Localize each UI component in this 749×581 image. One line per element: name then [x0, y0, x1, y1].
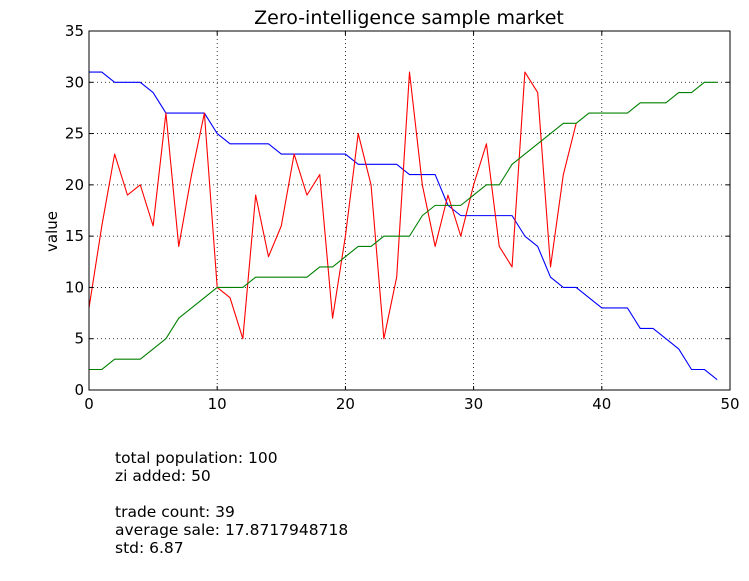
- y-tick-label: 15: [65, 227, 84, 245]
- x-tick-label: 50: [720, 395, 739, 413]
- total-population-text: total population: 100: [115, 449, 278, 467]
- y-tick-label: 30: [65, 73, 84, 91]
- y-tick-label: 20: [65, 176, 84, 194]
- y-tick-label: 35: [65, 22, 84, 40]
- y-axis-label: value: [43, 211, 61, 252]
- axis-ticks: 0 10 20 30 40 50 0 5 10 15 20 25 30 35: [65, 22, 740, 413]
- y-tick-label: 0: [74, 381, 84, 399]
- y-tick-label: 5: [74, 330, 84, 348]
- plot-frame: [88, 30, 731, 391]
- trade-count-text: trade count: 39: [115, 503, 235, 521]
- series-lines: [88, 71, 718, 381]
- y-tick-label: 10: [65, 278, 84, 296]
- series-line-2: [88, 71, 577, 340]
- x-tick-label: 30: [464, 395, 483, 413]
- market-chart: Zero-intelligence sample market 0 10 20 30 4…: [43, 7, 740, 413]
- chart-title: Zero-intelligence sample market: [254, 7, 564, 29]
- zi-added-text: zi added: 50: [115, 467, 211, 485]
- y-tick-label: 25: [65, 125, 84, 143]
- x-tick-label: 0: [84, 395, 94, 413]
- series-line-3: [89, 81, 718, 371]
- x-tick-label: 40: [592, 395, 611, 413]
- market-stats: total population: 100 zi added: 50 trade…: [115, 449, 348, 557]
- x-tick-label: 20: [336, 395, 355, 413]
- average-sale-text: average sale: 17.8717948718: [115, 521, 349, 539]
- std-text: std: 6.87: [115, 539, 184, 557]
- series-line-1: [89, 71, 718, 381]
- x-tick-label: 10: [208, 395, 227, 413]
